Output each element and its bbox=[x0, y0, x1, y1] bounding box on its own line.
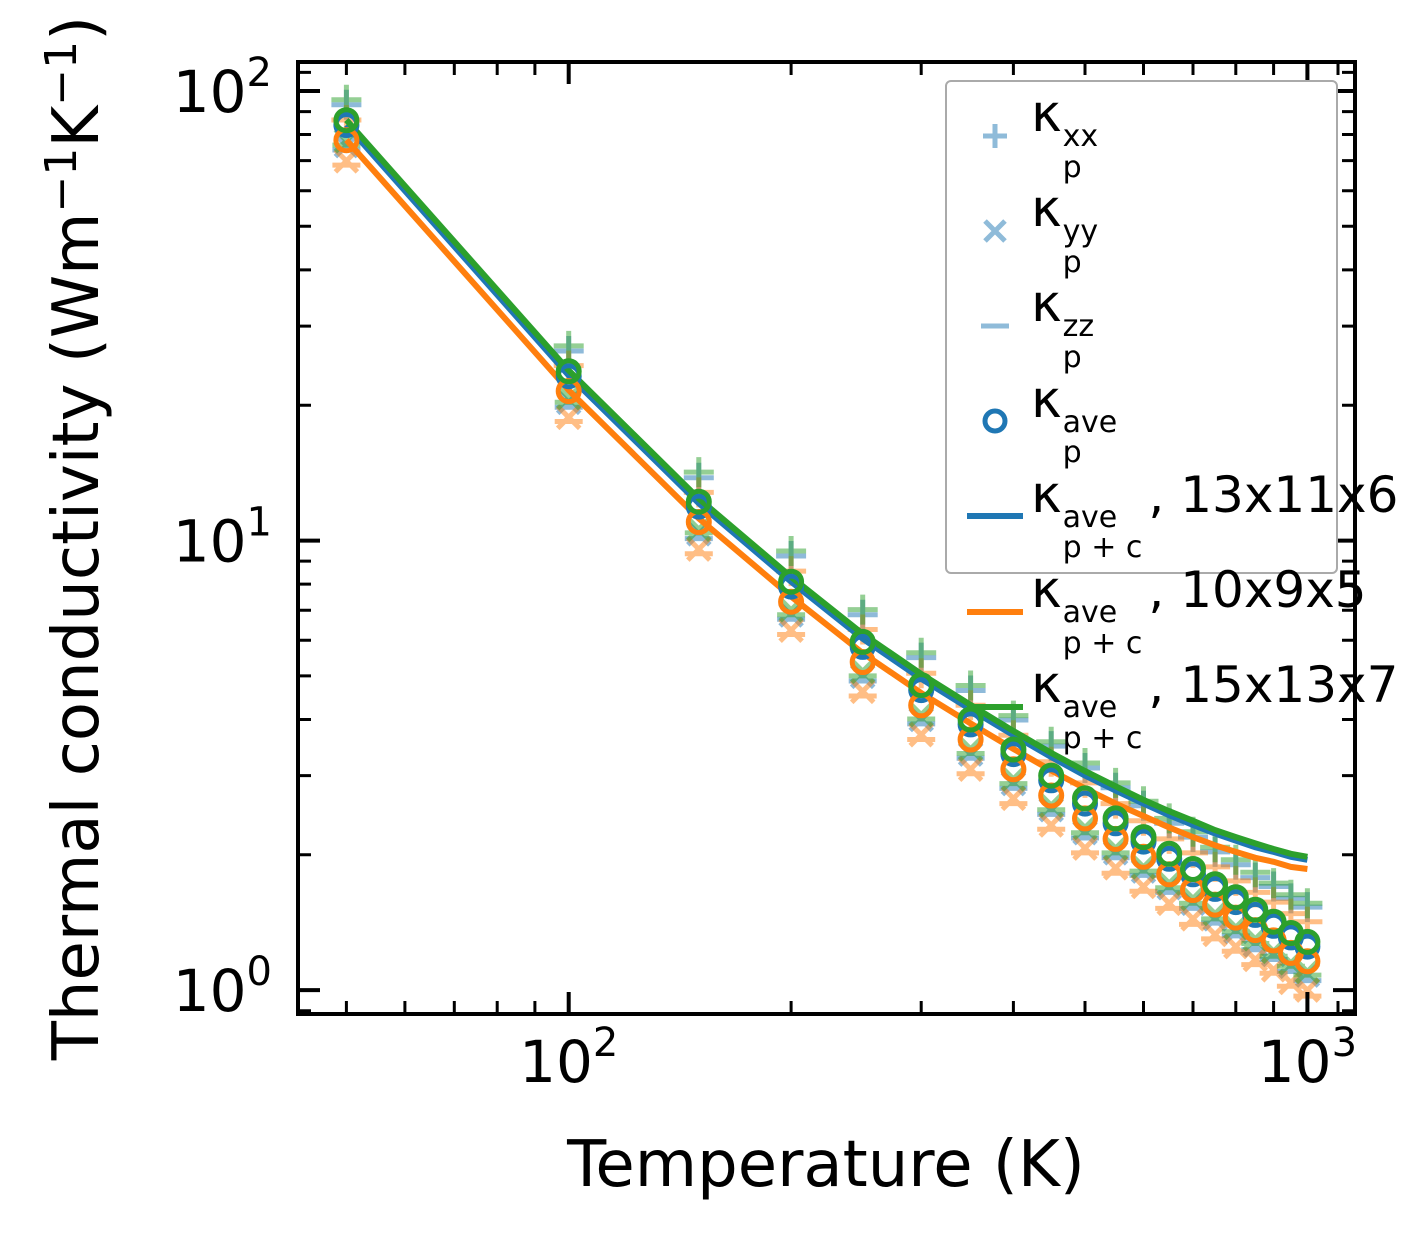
legend-superscript: yy bbox=[1062, 214, 1099, 250]
legend-subscript: p bbox=[1062, 435, 1082, 471]
y-axis-minor-ticks bbox=[300, 70, 1353, 1013]
legend-subscript: p + c bbox=[1062, 530, 1143, 566]
kappa-symbol: κ bbox=[1031, 274, 1062, 335]
legend-entry: κ xx p bbox=[959, 88, 1328, 183]
legend-entry: κ ave p + c, 15x13x7 bbox=[959, 659, 1398, 754]
legend-subscript: p bbox=[1062, 244, 1082, 280]
x-axis-minor-ticks bbox=[344, 64, 1340, 1012]
legend-superscript: ave bbox=[1062, 499, 1118, 535]
kappa-symbol: κ bbox=[1031, 179, 1062, 240]
kappa-symbol: κ bbox=[1031, 369, 1062, 430]
legend-entry: κ yy p bbox=[959, 183, 1328, 278]
kappa-p-zz-markers bbox=[332, 162, 1322, 999]
y-axis-major-ticks bbox=[300, 89, 1353, 993]
legend-subscript: p bbox=[1062, 149, 1082, 185]
legend-suffix: , 13x11x6 bbox=[1148, 465, 1399, 524]
y-axis-label: Thermal conductivity (Wm−1K−1) bbox=[36, 16, 114, 1061]
kappa-symbol: κ bbox=[1031, 464, 1062, 525]
legend-superscript: xx bbox=[1062, 119, 1099, 154]
legend-label: κ ave p + c, 10x9x5 bbox=[1031, 564, 1367, 659]
legend-label: κ ave p + c, 13x11x6 bbox=[1031, 469, 1398, 564]
legend-label: κ ave p bbox=[1031, 374, 1117, 469]
x-axis-label: Temperature (K) bbox=[566, 1128, 1085, 1202]
legend-marker bbox=[959, 492, 1031, 540]
dash-marker-icon bbox=[981, 323, 1009, 329]
legend-marker bbox=[959, 207, 1031, 255]
legend-subscript: p + c bbox=[1062, 625, 1143, 661]
axes-spines bbox=[296, 60, 1357, 1016]
kappa-p-ave-circles-15x13x7 bbox=[333, 107, 1321, 955]
legend: κ xx p κ yy p κ zz p κ ave p κ ave p + c, 13x11x6 κ ave p… bbox=[945, 80, 1398, 753]
legend-label: κ ave p + c, 15x13x7 bbox=[1031, 659, 1398, 754]
plot-series bbox=[331, 84, 1323, 1003]
x-tick-label-10e3: 103 bbox=[1258, 1020, 1357, 1096]
legend-entry: κ ave p + c, 13x11x6 bbox=[959, 469, 1398, 564]
y-tick-label-10e2: 102 bbox=[173, 50, 272, 126]
legend-subscript: p + c bbox=[1062, 720, 1143, 756]
legend-entry: κ ave p + c, 10x9x5 bbox=[959, 564, 1367, 659]
legend-entry: κ ave p bbox=[959, 374, 1328, 469]
legend-subscript: p bbox=[1062, 339, 1082, 375]
legend-marker bbox=[959, 397, 1031, 445]
x-axis-major-ticks bbox=[566, 64, 1310, 1012]
kappa-symbol: κ bbox=[1031, 84, 1062, 144]
legend-suffix: , 10x9x5 bbox=[1148, 560, 1367, 619]
legend-entry: κ zz p bbox=[959, 278, 1328, 373]
legend-marker bbox=[959, 302, 1031, 350]
legend-marker bbox=[959, 112, 1031, 160]
y-tick-label-10e0: 100 bbox=[173, 949, 272, 1025]
legend-superscript: ave bbox=[1062, 690, 1118, 726]
circle-marker-icon bbox=[982, 408, 1008, 434]
line-marker-icon bbox=[967, 608, 1023, 615]
legend-superscript: ave bbox=[1062, 594, 1118, 630]
kappa-symbol: κ bbox=[1031, 559, 1062, 620]
plus-marker-icon bbox=[983, 123, 1007, 148]
legend-marker bbox=[959, 588, 1031, 636]
legend-marker bbox=[959, 683, 1031, 731]
line-marker-icon bbox=[967, 703, 1023, 710]
line-marker-icon bbox=[967, 513, 1023, 520]
x-tick-label-10e2: 102 bbox=[519, 1020, 618, 1096]
legend-suffix: , 15x13x7 bbox=[1148, 656, 1399, 715]
legend-label: κ zz p bbox=[1031, 278, 1094, 373]
legend-label: κ xx p bbox=[1031, 88, 1098, 183]
kappa-symbol: κ bbox=[1031, 655, 1062, 716]
kappa-p-yy-markers bbox=[333, 148, 1321, 1003]
legend-superscript: zz bbox=[1062, 309, 1095, 345]
y-tick-label-10e1: 101 bbox=[173, 500, 272, 576]
legend-label: κ yy p bbox=[1031, 183, 1098, 278]
cross-marker-icon bbox=[983, 219, 1007, 243]
legend-superscript: ave bbox=[1062, 404, 1118, 440]
